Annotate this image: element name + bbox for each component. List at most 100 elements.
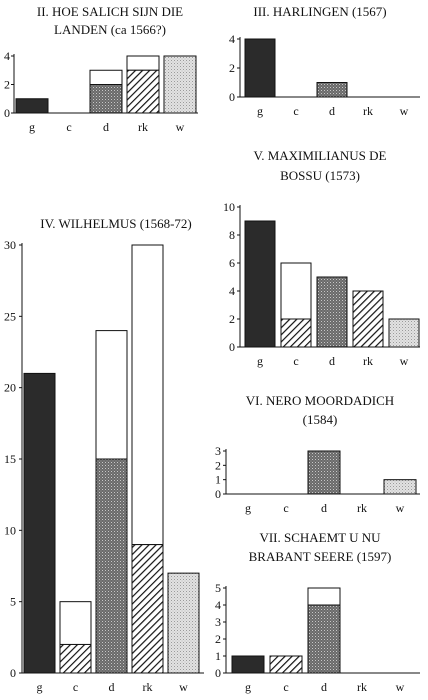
x-category-label: rk (357, 501, 367, 515)
x-category-label: d (321, 680, 327, 694)
y-tick-label: 15 (4, 452, 16, 466)
x-category-label: rk (138, 120, 148, 134)
y-tick-label: 5 (10, 595, 16, 609)
chart-title: (1584) (303, 412, 338, 427)
x-category-label: g (245, 501, 251, 515)
y-tick-label: 4 (229, 284, 235, 298)
x-category-label: w (396, 501, 405, 515)
y-tick-label: 4 (4, 49, 10, 63)
y-tick-label: 0 (229, 340, 235, 354)
x-category-label: w (176, 120, 185, 134)
x-category-label: rk (363, 354, 373, 368)
y-tick-label: 10 (223, 200, 235, 214)
y-tick-label: 0 (215, 666, 221, 680)
chart-title: IV. WILHELMUS (1568-72) (40, 216, 192, 231)
y-tick-label: 30 (4, 238, 16, 252)
bar-lower-g (244, 220, 276, 348)
bar-lower-d (316, 82, 348, 98)
bar-lower-w (388, 318, 420, 348)
chart-title: III. HARLINGEN (1567) (253, 4, 386, 19)
bar-lower-rk (131, 544, 164, 674)
chart-panel-p5: V. MAXIMILIANUS DE BOSSU (1573) 0 2 4 6 8 10 g c d… (223, 148, 420, 368)
x-category-label: c (73, 680, 78, 694)
bar-lower-c (59, 643, 92, 674)
x-category-label: d (321, 501, 327, 515)
x-category-label: c (293, 104, 298, 118)
bar-lower-w (167, 572, 200, 674)
bar-upper-d (89, 69, 123, 85)
x-category-label: rk (363, 104, 373, 118)
y-tick-label: 2 (4, 78, 10, 92)
x-category-label: g (245, 680, 251, 694)
x-category-label: d (329, 354, 335, 368)
x-category-label: g (37, 680, 43, 694)
y-tick-label: 2 (215, 458, 221, 472)
bar-lower-g (244, 38, 276, 98)
chart-panel-p7: VII. SCHAEMT U NU BRABANT SEERE (1597) 0 1 2… (215, 530, 420, 694)
chart-panel-p2: II. HOE SALICH SIJN DIE LANDEN (ca 1566?)… (4, 4, 198, 134)
y-tick-label: 4 (229, 32, 235, 46)
chart-title: BRABANT SEERE (1597) (249, 549, 392, 564)
bar-lower-w (383, 479, 417, 495)
y-tick-label: 5 (215, 581, 221, 595)
bar-upper-rk (131, 244, 164, 546)
x-category-label: d (329, 104, 335, 118)
y-tick-label: 8 (229, 228, 235, 242)
chart-title: LANDEN (ca 1566?) (54, 22, 166, 37)
x-category-label: w (396, 680, 405, 694)
y-tick-label: 2 (229, 312, 235, 326)
chart-panel-p3: III. HARLINGEN (1567) 0 2 4 g c d rk w (229, 4, 420, 118)
bar-lower-d (95, 458, 128, 674)
y-tick-label: 25 (4, 309, 16, 323)
chart-title: II. HOE SALICH SIJN DIE (37, 4, 183, 19)
bar-lower-rk (352, 290, 384, 348)
bar-lower-c (280, 318, 312, 348)
x-category-label: w (400, 104, 409, 118)
bar-lower-c (269, 655, 303, 674)
x-category-label: w (400, 354, 409, 368)
y-tick-label: 10 (4, 523, 16, 537)
y-tick-label: 2 (229, 61, 235, 75)
y-tick-label: 1 (215, 473, 221, 487)
y-tick-label: 3 (215, 444, 221, 458)
x-category-label: c (66, 120, 71, 134)
y-tick-label: 3 (215, 615, 221, 629)
y-tick-label: 0 (10, 666, 16, 680)
x-category-label: g (257, 354, 263, 368)
bar-lower-rk (126, 69, 160, 114)
y-tick-label: 1 (215, 649, 221, 663)
bar-upper-d (95, 330, 128, 460)
chart-title: BOSSU (1573) (280, 168, 360, 183)
x-category-label: c (283, 680, 288, 694)
x-category-label: d (109, 680, 115, 694)
x-category-label: w (179, 680, 188, 694)
bar-lower-g (231, 655, 265, 674)
x-category-label: g (29, 120, 35, 134)
bar-lower-g (23, 372, 56, 674)
x-category-label: g (257, 104, 263, 118)
y-tick-label: 6 (229, 256, 235, 270)
x-category-label: d (103, 120, 109, 134)
y-tick-label: 0 (4, 106, 10, 120)
x-category-label: c (293, 354, 298, 368)
chart-title: VI. NERO MOORDADICH (246, 393, 394, 408)
chart-panel-p4: IV. WILHELMUS (1568-72) 0 5 10 15 20 25 30 g c d rk… (4, 216, 204, 694)
chart-title: V. MAXIMILIANUS DE (253, 148, 386, 163)
x-category-label: c (283, 501, 288, 515)
bar-lower-d (307, 450, 341, 495)
chart-title: VII. SCHAEMT U NU (259, 530, 381, 545)
bar-lower-g (15, 98, 49, 114)
bar-upper-c (59, 601, 92, 645)
x-category-label: rk (143, 680, 153, 694)
y-tick-label: 2 (215, 632, 221, 646)
y-tick-label: 20 (4, 381, 16, 395)
bar-upper-c (280, 262, 312, 320)
y-tick-label: 0 (215, 487, 221, 501)
bar-lower-w (163, 55, 197, 114)
bar-upper-d (307, 587, 341, 606)
y-tick-label: 0 (229, 90, 235, 104)
y-tick-label: 4 (215, 598, 221, 612)
bar-upper-rk (126, 55, 160, 71)
